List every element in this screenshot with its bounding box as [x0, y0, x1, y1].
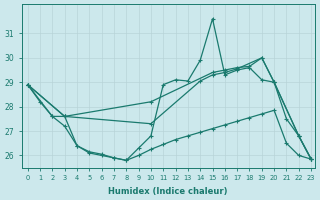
X-axis label: Humidex (Indice chaleur): Humidex (Indice chaleur)	[108, 187, 228, 196]
